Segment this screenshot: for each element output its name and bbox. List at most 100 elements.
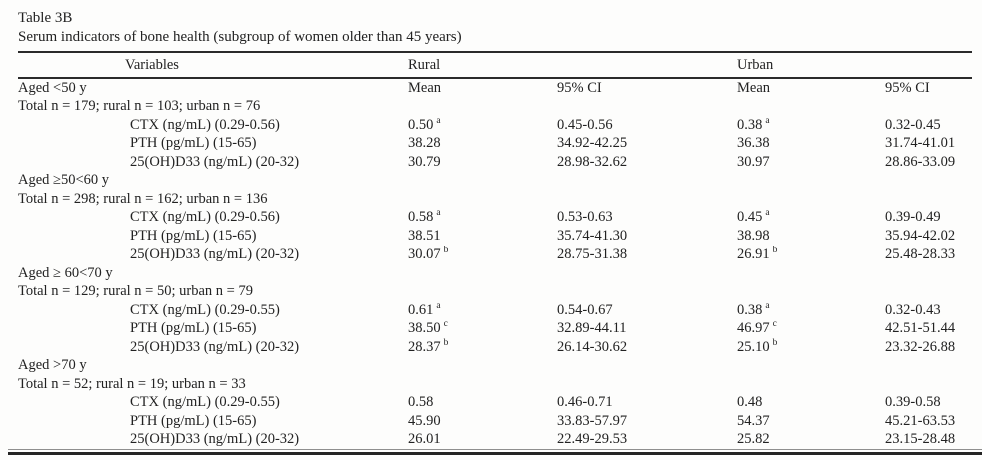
urban-ci-value: 0.32-0.43 xyxy=(885,301,941,318)
mean-value: 0.38 xyxy=(737,116,763,133)
significance-superscript: b xyxy=(772,338,778,348)
significance-superscript xyxy=(770,227,773,237)
age-group-label: Aged <50 y xyxy=(18,79,87,96)
variable-label: PTH (pg/mL) (15-65) xyxy=(130,227,257,244)
mean-value: 0.38 xyxy=(737,301,763,318)
significance-superscript: a xyxy=(765,116,770,126)
rural-ci-value: 34.92-42.25 xyxy=(557,135,628,152)
urban-ci-value: 25.48-28.33 xyxy=(885,246,956,263)
significance-superscript xyxy=(770,153,773,163)
mean-value: 30.07 xyxy=(408,246,441,263)
urban-mean-value: 46.97 c xyxy=(737,320,885,339)
table-row: PTH (pg/mL) (15-65) 38.28 34.92-42.25 36… xyxy=(18,135,972,154)
urban-mean-value: 25.82 xyxy=(737,431,885,450)
urban-mean-header: Mean xyxy=(737,79,771,96)
age-group-row: Aged ≥ 60<70 y xyxy=(18,264,972,283)
variable-label: PTH (pg/mL) (15-65) xyxy=(130,320,257,337)
urban-group-header: Urban xyxy=(737,52,885,79)
significance-superscript xyxy=(433,394,436,404)
variable-label: 25(OH)D33 (ng/mL) (20-32) xyxy=(130,153,300,170)
table-number: Table 3B xyxy=(18,10,73,26)
rural-mean-value: 45.90 xyxy=(408,412,557,431)
significance-superscript xyxy=(441,153,444,163)
table-row: 25(OH)D33 (ng/mL) (20-32) 30.07 b 28.75-3… xyxy=(18,246,972,265)
significance-superscript: a xyxy=(765,208,770,219)
rural-mean-header: Mean xyxy=(408,79,442,96)
rural-ci-value: 32.89-44.11 xyxy=(557,320,627,337)
significance-superscript: c xyxy=(443,319,448,330)
significance-superscript xyxy=(441,431,444,441)
rural-mean-value: 30.79 xyxy=(408,153,557,172)
urban-ci-value: 28.86-33.09 xyxy=(885,153,956,170)
total-row: Total n = 129; rural n = 50; urban n = 7… xyxy=(18,283,972,302)
significance-superscript xyxy=(441,135,444,145)
total-row: Total n = 298; rural n = 162; urban n = … xyxy=(18,190,972,209)
table-caption: Serum indicators of bone health (subgrou… xyxy=(18,29,462,45)
rural-ci-value: 28.75-31.38 xyxy=(557,246,628,263)
table-row: CTX (ng/mL) (0.29-0.55) 0.61 a 0.54-0.67 … xyxy=(18,301,972,320)
urban-ci-value: 45.21-63.53 xyxy=(885,412,956,429)
urban-ci-value: 0.39-0.49 xyxy=(885,209,941,226)
paper-page: Table 3B Serum indicators of bone health… xyxy=(18,10,972,450)
rural-mean-value: 28.37 b xyxy=(408,338,557,357)
total-row: Total n = 52; rural n = 19; urban n = 33 xyxy=(18,375,972,394)
table-row: PTH (pg/mL) (15-65) 45.90 33.83-57.97 54… xyxy=(18,412,972,431)
urban-mean-value: 0.48 xyxy=(737,394,885,413)
urban-ci-value: 0.32-0.45 xyxy=(885,116,941,133)
table-row: PTH (pg/mL) (15-65) 38.50 c 32.89-44.11 4… xyxy=(18,320,972,339)
rural-mean-value: 0.61 a xyxy=(408,301,557,320)
significance-superscript xyxy=(441,227,444,237)
urban-mean-value: 38.98 xyxy=(737,227,885,246)
table-row: CTX (ng/mL) (0.29-0.56) 0.58 a 0.53-0.63 … xyxy=(18,209,972,228)
table-bottom-rule xyxy=(8,449,982,455)
table-row: CTX (ng/mL) (0.29-0.55) 0.58 0.46-0.71 0… xyxy=(18,394,972,413)
table-row: CTX (ng/mL) (0.29-0.56) 0.50 a 0.45-0.56 … xyxy=(18,116,972,135)
mean-value: 38.51 xyxy=(408,227,441,244)
significance-superscript: b xyxy=(443,245,449,256)
variable-label: CTX (ng/mL) (0.29-0.55) xyxy=(130,394,280,411)
significance-superscript: b xyxy=(443,338,449,348)
rural-ci-value: 0.45-0.56 xyxy=(557,116,613,133)
mean-value: 30.79 xyxy=(408,153,441,170)
rural-ci-value: 22.49-29.53 xyxy=(557,431,628,448)
mean-value: 30.97 xyxy=(737,153,770,170)
urban-mean-value: 30.97 xyxy=(737,153,885,172)
table-row: PTH (pg/mL) (15-65) 38.51 35.74-41.30 38… xyxy=(18,227,972,246)
mean-value: 0.58 xyxy=(408,394,434,411)
urban-ci-value: 23.15-28.48 xyxy=(885,431,956,448)
total-label: Total n = 129; rural n = 50; urban n = 7… xyxy=(18,283,253,300)
mean-value: 54.37 xyxy=(737,412,770,429)
mean-value: 0.61 xyxy=(408,301,434,318)
significance-superscript xyxy=(770,412,773,422)
rural-ci-value: 26.14-30.62 xyxy=(557,338,628,355)
mean-value: 0.58 xyxy=(408,209,434,226)
mean-value: 28.37 xyxy=(408,338,441,355)
age-group-row: Aged >70 y xyxy=(18,357,972,376)
total-label: Total n = 179; rural n = 103; urban n = … xyxy=(18,98,261,115)
variable-label: CTX (ng/mL) (0.29-0.55) xyxy=(130,301,280,318)
urban-mean-value: 54.37 xyxy=(737,412,885,431)
rural-ci-value: 0.53-0.63 xyxy=(557,209,613,226)
significance-superscript xyxy=(441,412,444,422)
mean-value: 0.50 xyxy=(408,116,434,133)
urban-group-header-spacer xyxy=(885,52,972,79)
urban-ci-value: 35.94-42.02 xyxy=(885,227,956,244)
table-row: 25(OH)D33 (ng/mL) (20-32) 28.37 b 26.14-3… xyxy=(18,338,972,357)
rural-mean-value: 26.01 xyxy=(408,431,557,450)
significance-superscript: a xyxy=(765,301,770,311)
rural-group-header: Rural xyxy=(408,52,557,79)
rural-ci-value: 0.46-0.71 xyxy=(557,394,613,411)
subheader-row: Aged <50 y Mean 95% CI Mean 95% CI xyxy=(18,78,972,98)
mean-value: 38.50 xyxy=(408,320,441,337)
table-row: 25(OH)D33 (ng/mL) (20-32) 30.79 28.98-32… xyxy=(18,153,972,172)
total-label: Total n = 52; rural n = 19; urban n = 33 xyxy=(18,375,246,392)
mean-value: 38.98 xyxy=(737,227,770,244)
rural-group-header-spacer xyxy=(557,52,737,79)
significance-superscript: a xyxy=(436,301,441,311)
significance-superscript: a xyxy=(436,116,441,126)
mean-value: 26.91 xyxy=(737,246,770,263)
variable-label: CTX (ng/mL) (0.29-0.56) xyxy=(130,116,280,133)
age-group-label: Aged >70 y xyxy=(18,357,87,374)
rural-ci-header: 95% CI xyxy=(557,79,602,96)
age-group-row: Aged ≥50<60 y xyxy=(18,172,972,191)
